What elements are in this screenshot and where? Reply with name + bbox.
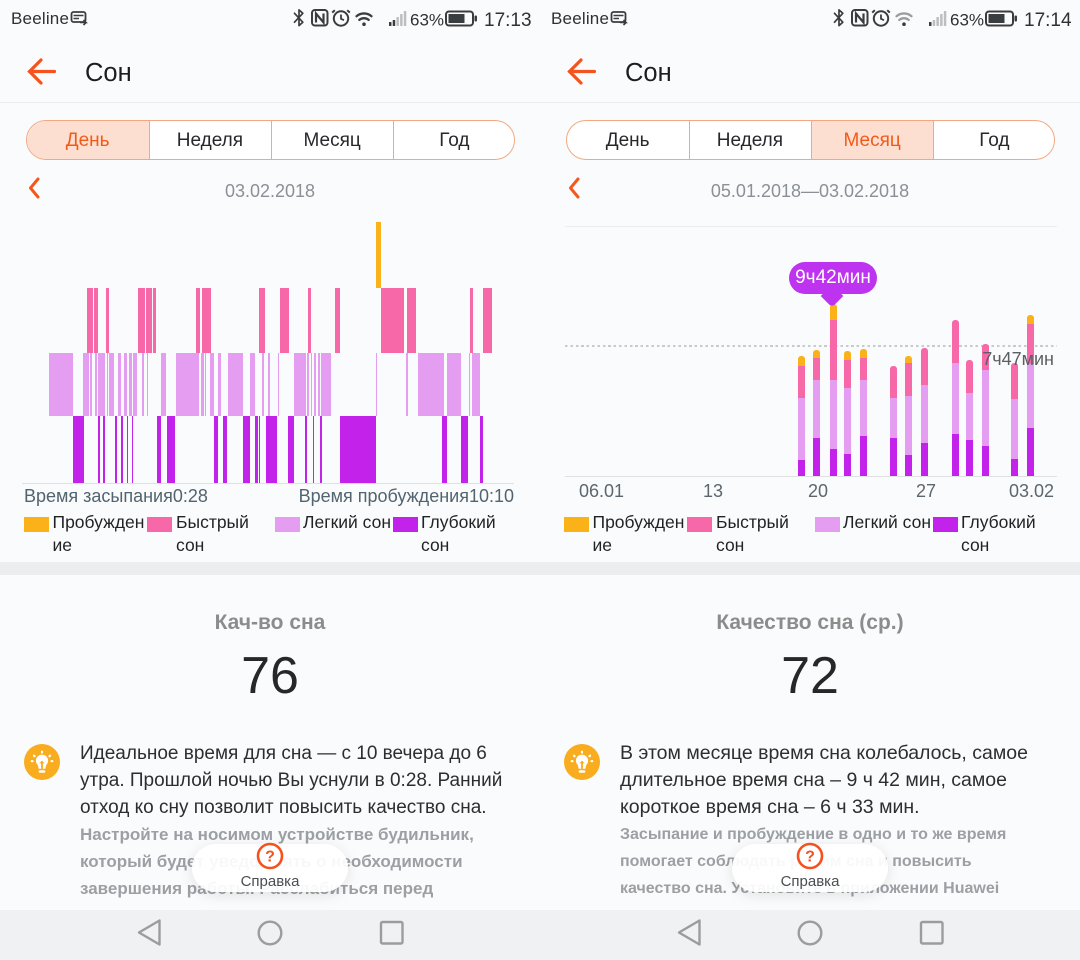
svg-text:?: ? [265, 849, 275, 866]
svg-text:17:13: 17:13 [484, 10, 532, 31]
svg-text:63%: 63% [950, 11, 984, 30]
svg-text:?: ? [805, 849, 815, 866]
svg-text:17:14: 17:14 [1024, 10, 1072, 31]
svg-text:63%: 63% [410, 11, 444, 30]
